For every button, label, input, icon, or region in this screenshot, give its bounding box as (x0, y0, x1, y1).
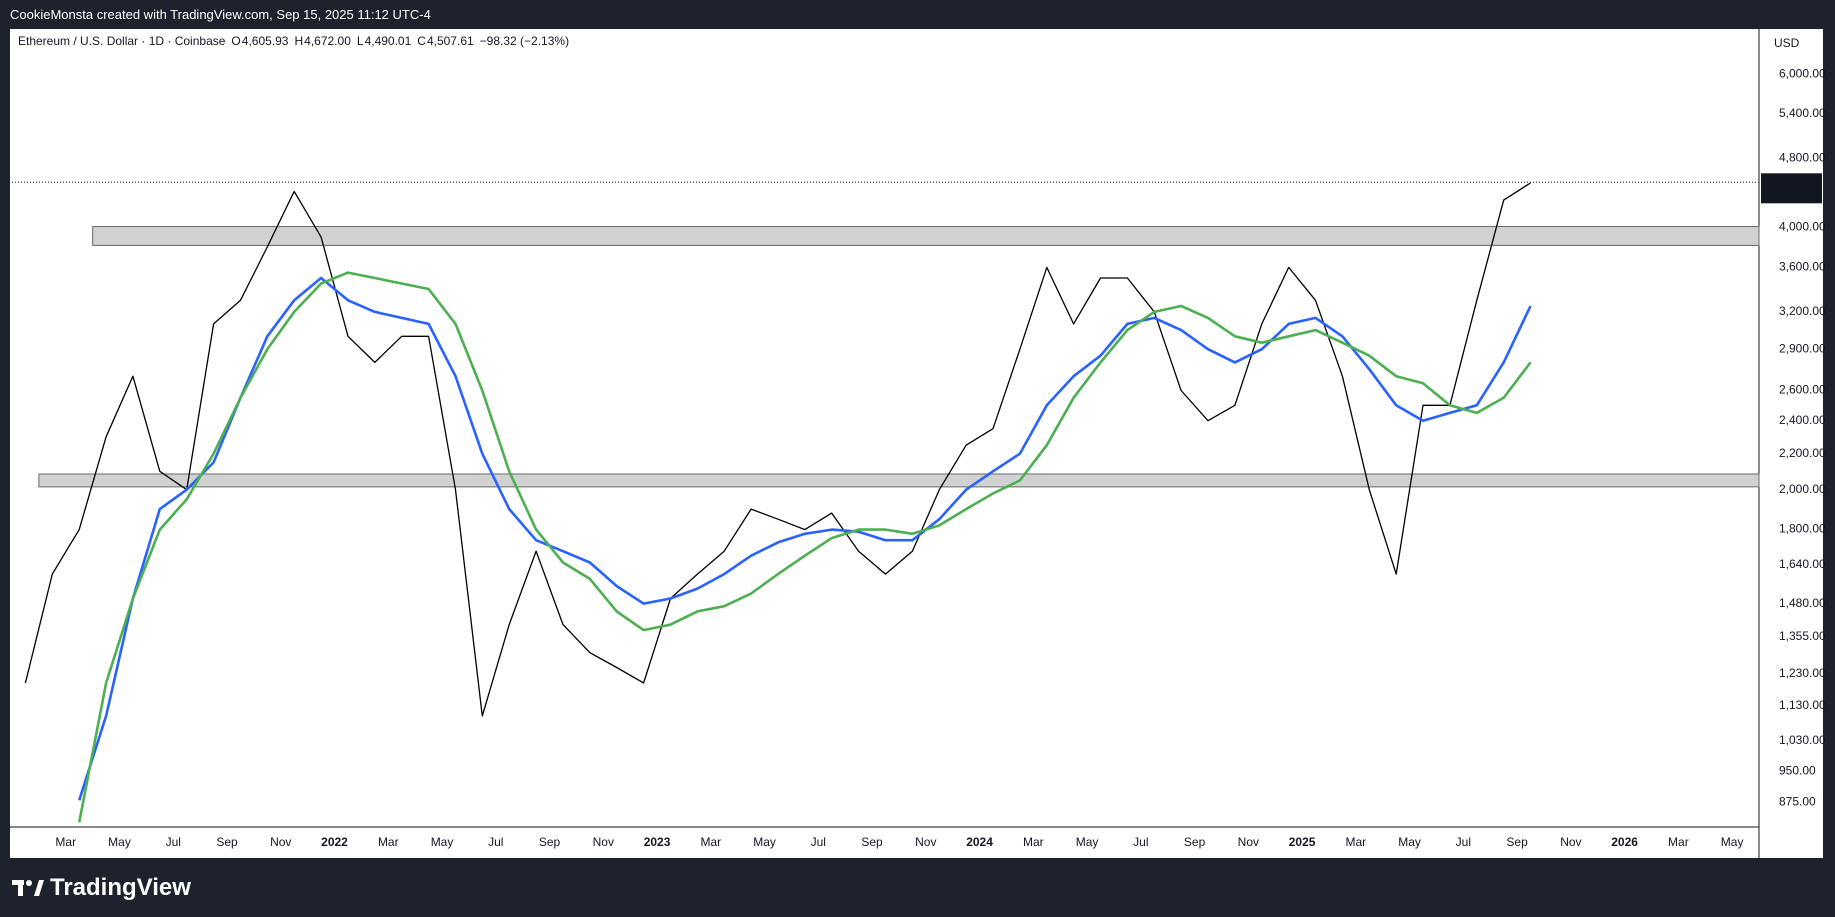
x-tick-label: Sep (861, 835, 883, 849)
y-tick-label: 4,000.00 (1779, 220, 1826, 234)
y-tick-label: 1,355.00 (1779, 629, 1826, 643)
x-tick-label: May (1398, 835, 1421, 849)
x-tick-label: 2026 (1611, 835, 1638, 849)
x-tick-label: Jul (166, 835, 181, 849)
y-tick-label: 5,400.00 (1779, 106, 1826, 120)
x-tick-label: Sep (216, 835, 238, 849)
x-tick-label: May (431, 835, 454, 849)
y-tick-label: 2,000.00 (1779, 482, 1826, 496)
last-price-box (1761, 173, 1822, 204)
ohlc-value: 4,605.93 (242, 34, 289, 48)
change: −98.32 (−2.13%) (480, 34, 569, 48)
x-tick-label: May (1076, 835, 1099, 849)
last-price-label: 4,507.61 (1768, 173, 1815, 187)
x-tick-label: Mar (1668, 835, 1689, 849)
ohlc-value: 4,672.00 (304, 34, 351, 48)
x-tick-label: Sep (1506, 835, 1528, 849)
panel (10, 29, 1823, 858)
x-tick-label: Mar (55, 835, 76, 849)
ohlc-value: 4,507.61 (427, 34, 474, 48)
x-tick-label: Nov (1238, 835, 1259, 849)
ohlc-key: C (417, 34, 426, 48)
brand: TradingView (50, 874, 191, 901)
header: CookieMonsta created with TradingView.co… (10, 7, 431, 22)
y-tick-label: 1,640.00 (1779, 557, 1826, 571)
series-line (77, 276, 1532, 801)
ohlc-value: 4,490.01 (365, 34, 412, 48)
zone (38, 473, 1760, 488)
y-tick-label: 1,130.00 (1779, 698, 1826, 712)
countdown: 08:47:39 (1768, 187, 1815, 201)
series-line (77, 271, 1532, 823)
x-tick-label: Nov (1560, 835, 1581, 849)
x-tick-label: Sep (1184, 835, 1206, 849)
x-tick-label: Jul (1456, 835, 1471, 849)
ohlc-key: L (357, 34, 364, 48)
x-tick-label: Sep (539, 835, 561, 849)
ohlc-key: O (231, 34, 240, 48)
y-tick-label: 2,600.00 (1779, 383, 1826, 397)
series-line (24, 182, 1531, 717)
y-tick-label: 1,480.00 (1779, 596, 1826, 610)
x-tick-label: Mar (1346, 835, 1367, 849)
footer: TradingView (12, 874, 191, 902)
currency: USD (1774, 36, 1800, 50)
x-tick-label: Nov (915, 835, 936, 849)
y-tick-label: 4,800.00 (1779, 151, 1826, 165)
y-tick-label: 6,000.00 (1779, 66, 1826, 80)
x-tick-label: Nov (593, 835, 614, 849)
x-tick-label: May (753, 835, 776, 849)
x-tick-label: Jul (1133, 835, 1148, 849)
y-tick-label: 2,900.00 (1779, 341, 1826, 355)
y-tick-label: 3,200.00 (1779, 304, 1826, 318)
x-tick-label: Mar (700, 835, 721, 849)
y-tick-label: 1,230.00 (1779, 666, 1826, 680)
x-tick-label: Nov (270, 835, 291, 849)
x-tick-label: 2024 (966, 835, 993, 849)
x-tick-label: May (108, 835, 131, 849)
x-tick-label: May (1721, 835, 1744, 849)
y-tick-label: 1,030.00 (1779, 733, 1826, 747)
ohlc-key: H (294, 34, 303, 48)
zone (92, 226, 1760, 246)
y-tick-label: 875.00 (1779, 795, 1816, 809)
y-tick-label: 1,800.00 (1779, 522, 1826, 536)
y-tick-label: 2,200.00 (1779, 446, 1826, 460)
x-tick-label: Jul (488, 835, 503, 849)
y-tick-label: 3,600.00 (1779, 260, 1826, 274)
x-tick-label: 2025 (1289, 835, 1316, 849)
x-tick-label: 2023 (644, 835, 671, 849)
x-tick-label: Mar (378, 835, 399, 849)
logo (12, 880, 44, 896)
symbol-title: Ethereum / U.S. Dollar · 1D · Coinbase (18, 34, 226, 48)
y-tick-label: 2,400.00 (1779, 413, 1826, 427)
y-tick-label: 950.00 (1779, 764, 1816, 778)
x-tick-label: 2022 (321, 835, 348, 849)
x-tick-label: Mar (1023, 835, 1044, 849)
x-tick-label: Jul (811, 835, 826, 849)
